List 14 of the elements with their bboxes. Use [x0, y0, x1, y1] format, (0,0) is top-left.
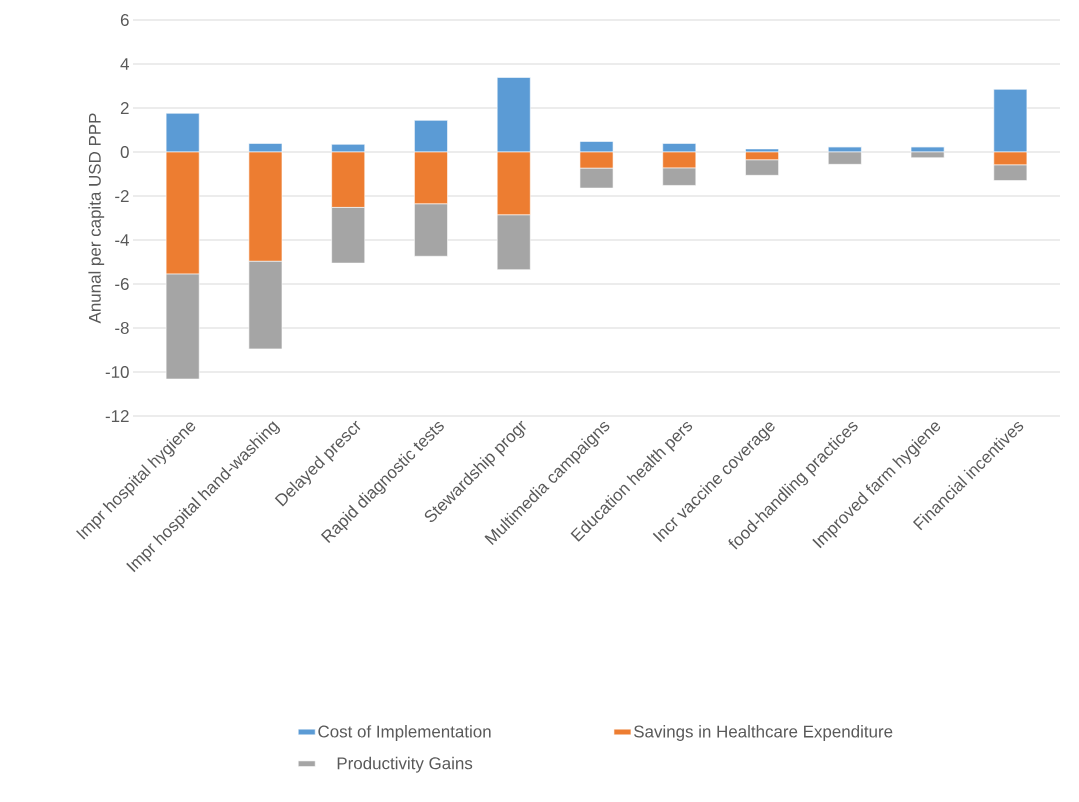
y-tick-label: -4 — [115, 234, 129, 246]
y-tick-label: -6 — [115, 278, 129, 290]
y-tick-label: -2 — [115, 190, 129, 202]
y-tick-label: -8 — [115, 322, 129, 334]
y-tick-label: -12 — [105, 410, 129, 422]
y-axis-title: Anunal per capita USD PPP — [88, 113, 105, 324]
y-tick-label: 0 — [120, 146, 129, 158]
y-tick-label: 4 — [120, 58, 129, 70]
legend-label: Productivity Gains — [337, 756, 473, 773]
legend-label: Savings in Healthcare Expenditure — [634, 725, 893, 741]
y-tick-label: 6 — [120, 14, 129, 26]
y-tick-label: -10 — [105, 366, 129, 378]
legend-label: Cost of Implementation — [318, 725, 491, 741]
y-tick-label: 2 — [120, 102, 129, 114]
